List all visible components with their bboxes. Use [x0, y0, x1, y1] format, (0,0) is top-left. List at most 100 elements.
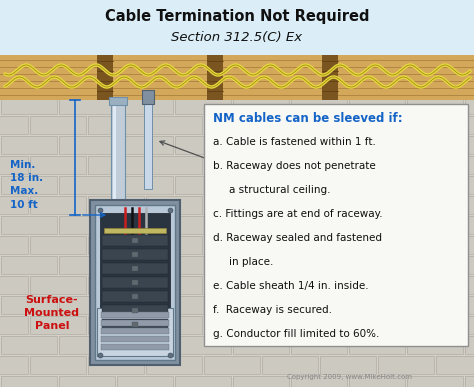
Bar: [117, 216, 173, 234]
Text: Cable Termination Not Required: Cable Termination Not Required: [105, 10, 369, 24]
Bar: [291, 336, 347, 354]
Text: Surface-
Mounted
Panel: Surface- Mounted Panel: [25, 295, 80, 331]
Bar: [59, 256, 115, 274]
Bar: [320, 356, 376, 374]
Bar: [349, 56, 405, 74]
Bar: [233, 96, 289, 114]
Bar: [407, 296, 463, 314]
Bar: [88, 316, 144, 334]
Bar: [117, 296, 173, 314]
Bar: [1, 96, 57, 114]
Bar: [1, 256, 57, 274]
Bar: [436, 236, 474, 254]
Bar: [88, 116, 144, 134]
Bar: [407, 56, 463, 74]
Bar: [291, 296, 347, 314]
Bar: [233, 96, 289, 114]
Bar: [102, 291, 168, 302]
Bar: [378, 276, 434, 294]
Text: a. Cable is fastened within 1 ft.: a. Cable is fastened within 1 ft.: [213, 137, 376, 147]
Bar: [30, 156, 86, 174]
Bar: [291, 136, 347, 154]
Bar: [436, 356, 474, 374]
Bar: [59, 296, 115, 314]
Bar: [142, 90, 154, 104]
Bar: [204, 356, 260, 374]
Bar: [146, 276, 202, 294]
Bar: [207, 55, 223, 100]
Bar: [59, 56, 115, 74]
Bar: [378, 156, 434, 174]
Bar: [349, 296, 405, 314]
Bar: [175, 56, 231, 74]
Text: NM cables can be sleeved if:: NM cables can be sleeved if:: [213, 113, 402, 125]
Bar: [407, 336, 463, 354]
Bar: [0, 316, 28, 334]
Bar: [378, 116, 434, 134]
Bar: [117, 336, 173, 354]
Bar: [0, 196, 28, 214]
Bar: [291, 256, 347, 274]
Bar: [1, 256, 57, 274]
Bar: [109, 97, 127, 105]
Bar: [88, 196, 144, 214]
Bar: [233, 176, 289, 194]
Bar: [97, 55, 113, 100]
Bar: [101, 344, 169, 350]
Bar: [465, 96, 474, 114]
Bar: [204, 76, 260, 94]
Bar: [320, 156, 376, 174]
Bar: [349, 336, 405, 354]
Bar: [102, 319, 168, 330]
Bar: [204, 356, 260, 374]
Bar: [59, 176, 115, 194]
Bar: [1, 296, 57, 314]
Bar: [262, 76, 318, 94]
Bar: [465, 296, 474, 314]
Bar: [233, 296, 289, 314]
Bar: [349, 216, 405, 234]
Bar: [204, 196, 260, 214]
Bar: [88, 116, 144, 134]
Bar: [1, 176, 57, 194]
Bar: [465, 216, 474, 234]
Bar: [59, 136, 115, 154]
Bar: [262, 276, 318, 294]
Bar: [465, 256, 474, 274]
Bar: [291, 296, 347, 314]
Bar: [117, 256, 173, 274]
Bar: [436, 356, 474, 374]
Bar: [0, 236, 28, 254]
Bar: [175, 176, 231, 194]
Bar: [436, 76, 474, 94]
Bar: [291, 96, 347, 114]
Bar: [30, 76, 86, 94]
Bar: [146, 356, 202, 374]
Bar: [1, 336, 57, 354]
Bar: [465, 56, 474, 74]
Bar: [0, 0, 474, 55]
Bar: [102, 249, 168, 260]
Bar: [291, 216, 347, 234]
Bar: [30, 76, 86, 94]
Bar: [0, 316, 28, 334]
Bar: [146, 276, 202, 294]
Bar: [349, 256, 405, 274]
Bar: [320, 196, 376, 214]
Bar: [90, 200, 180, 365]
Bar: [262, 236, 318, 254]
Bar: [465, 296, 474, 314]
Text: g. Conductor fill limited to 60%.: g. Conductor fill limited to 60%.: [213, 329, 379, 339]
Bar: [144, 104, 152, 189]
Bar: [320, 316, 376, 334]
Bar: [291, 136, 347, 154]
Bar: [175, 216, 231, 234]
Bar: [349, 56, 405, 74]
Bar: [378, 236, 434, 254]
Bar: [291, 176, 347, 194]
Bar: [436, 276, 474, 294]
Bar: [291, 56, 347, 74]
Bar: [436, 156, 474, 174]
Bar: [407, 256, 463, 274]
Bar: [204, 156, 260, 174]
